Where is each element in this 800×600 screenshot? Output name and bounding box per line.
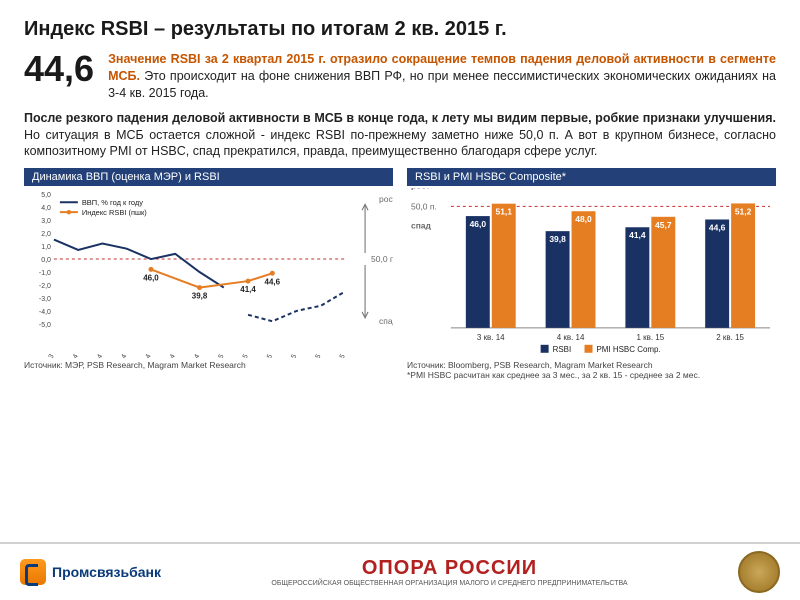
svg-text:спад: спад: [411, 221, 432, 231]
svg-text:39,8: 39,8: [192, 292, 208, 301]
left-chart: Динамика ВВП (оценка МЭР) и RSBI 5,0 4,0 3…: [24, 168, 393, 380]
svg-text:4,0: 4,0: [41, 205, 51, 212]
svg-text:2 кв. 15: 2 кв. 15: [716, 333, 744, 342]
para2-rest: Но ситуация в МСБ остается сложной - инд…: [24, 128, 776, 159]
para2-bold: После резкого падения деловой активности…: [24, 111, 776, 125]
svg-text:50,0 п.: 50,0 п.: [371, 254, 393, 264]
svg-text:-1,0: -1,0: [39, 270, 51, 277]
svg-text:окт. 14: окт. 14: [160, 353, 177, 358]
svg-text:-2,0: -2,0: [39, 283, 51, 290]
svg-text:ВВП, % год к году: ВВП, % год к году: [82, 198, 143, 207]
svg-text:дек. 13: дек. 13: [38, 353, 55, 358]
svg-text:RSBI: RSBI: [553, 345, 572, 354]
svg-text:3 кв. 14: 3 кв. 14: [477, 333, 505, 342]
svg-text:44,6: 44,6: [709, 223, 726, 233]
svg-text:июн. 15: июн. 15: [256, 353, 274, 358]
svg-text:окт. 15: окт. 15: [306, 353, 323, 358]
svg-text:PMI HSBC Comp.: PMI HSBC Comp.: [596, 345, 660, 354]
svg-text:-4,0: -4,0: [39, 309, 51, 316]
emblem-icon: [738, 551, 780, 593]
svg-text:рост: рост: [379, 194, 393, 204]
summary-text: Значение RSBI за 2 квартал 2015 г. отраз…: [108, 51, 776, 102]
svg-text:4 кв. 14: 4 кв. 14: [557, 333, 585, 342]
right-chart-footnote: *PMI HSBC расчитан как среднее за 3 мес.…: [407, 370, 776, 380]
psb-logo-icon: [20, 559, 46, 585]
left-chart-source: Источник: МЭР, PSB Research, Magram Mark…: [24, 360, 393, 370]
svg-text:авг. 15: авг. 15: [282, 353, 299, 358]
summary-row: 44,6 Значение RSBI за 2 квартал 2015 г. …: [24, 51, 776, 102]
psb-logo: Промсвязьбанк: [20, 559, 161, 585]
svg-text:46,0: 46,0: [470, 219, 487, 229]
svg-text:апр. 15: апр. 15: [232, 353, 250, 358]
opora-subtitle: ОБЩЕРОССИЙСКАЯ ОБЩЕСТВЕННАЯ ОРГАНИЗАЦИЯ …: [185, 580, 714, 587]
svg-text:-3,0: -3,0: [39, 296, 51, 303]
right-chart-svg: рост 50,0 п. спад 46,0 51,1 3 кв. 14 39,8 48,0 4…: [407, 188, 776, 358]
footer: Промсвязьбанк ОПОРА РОССИИ ОБЩЕРОССИЙСКА…: [0, 542, 800, 600]
svg-text:июн. 14: июн. 14: [110, 353, 128, 358]
svg-text:Индекс RSBI (пшк): Индекс RSBI (пшк): [82, 208, 147, 217]
svg-text:авг. 14: авг. 14: [136, 353, 153, 358]
svg-text:2,0: 2,0: [41, 231, 51, 238]
page-title: Индекс RSBI – результаты по итогам 2 кв.…: [24, 18, 776, 41]
svg-text:45,7: 45,7: [655, 220, 672, 230]
svg-text:41,4: 41,4: [240, 285, 256, 294]
svg-text:5,0: 5,0: [41, 192, 51, 199]
opora-logo: ОПОРА РОССИИ ОБЩЕРОССИЙСКАЯ ОБЩЕСТВЕННАЯ…: [185, 557, 714, 587]
paragraph-2: После резкого падения деловой активности…: [24, 110, 776, 161]
left-chart-header: Динамика ВВП (оценка МЭР) и RSBI: [24, 168, 393, 186]
svg-text:1,0: 1,0: [41, 244, 51, 251]
svg-text:51,1: 51,1: [495, 207, 512, 217]
opora-title: ОПОРА РОССИИ: [185, 557, 714, 580]
svg-text:-5,0: -5,0: [39, 322, 51, 329]
svg-text:46,0: 46,0: [143, 274, 159, 283]
right-chart-header: RSBI и PMI HSBC Composite*: [407, 168, 776, 186]
svg-text:апр. 14: апр. 14: [87, 353, 105, 358]
svg-text:41,4: 41,4: [629, 230, 646, 240]
svg-text:фев. 15: фев. 15: [207, 353, 226, 358]
svg-text:50,0 п.: 50,0 п.: [411, 202, 437, 212]
left-chart-svg: 5,0 4,0 3,0 2,0 1,0 0,0 -1,0 -2,0 -3,0 -4,0 -5,0 де…: [24, 188, 393, 358]
psb-logo-text: Промсвязьбанк: [52, 564, 161, 580]
svg-text:39,8: 39,8: [549, 234, 566, 244]
svg-text:48,0: 48,0: [575, 214, 592, 224]
svg-text:3,0: 3,0: [41, 218, 51, 225]
svg-text:спад: спад: [379, 316, 393, 326]
svg-text:рост: рост: [411, 188, 430, 190]
svg-text:51,2: 51,2: [735, 207, 752, 217]
right-chart: RSBI и PMI HSBC Composite* рост 50,0 п. сп…: [407, 168, 776, 380]
svg-text:1 кв. 15: 1 кв. 15: [637, 333, 665, 342]
summary-rest: Это происходит на фоне снижения ВВП РФ, …: [108, 69, 776, 100]
right-chart-source: Источник: Bloomberg, PSB Research, Magra…: [407, 360, 776, 370]
svg-text:44,6: 44,6: [265, 278, 281, 287]
svg-text:0,0: 0,0: [41, 257, 51, 264]
svg-text:дек. 14: дек. 14: [184, 353, 201, 358]
svg-text:фев. 14: фев. 14: [61, 353, 80, 358]
svg-text:дек. 15: дек. 15: [329, 353, 346, 358]
headline-value: 44,6: [24, 51, 94, 87]
